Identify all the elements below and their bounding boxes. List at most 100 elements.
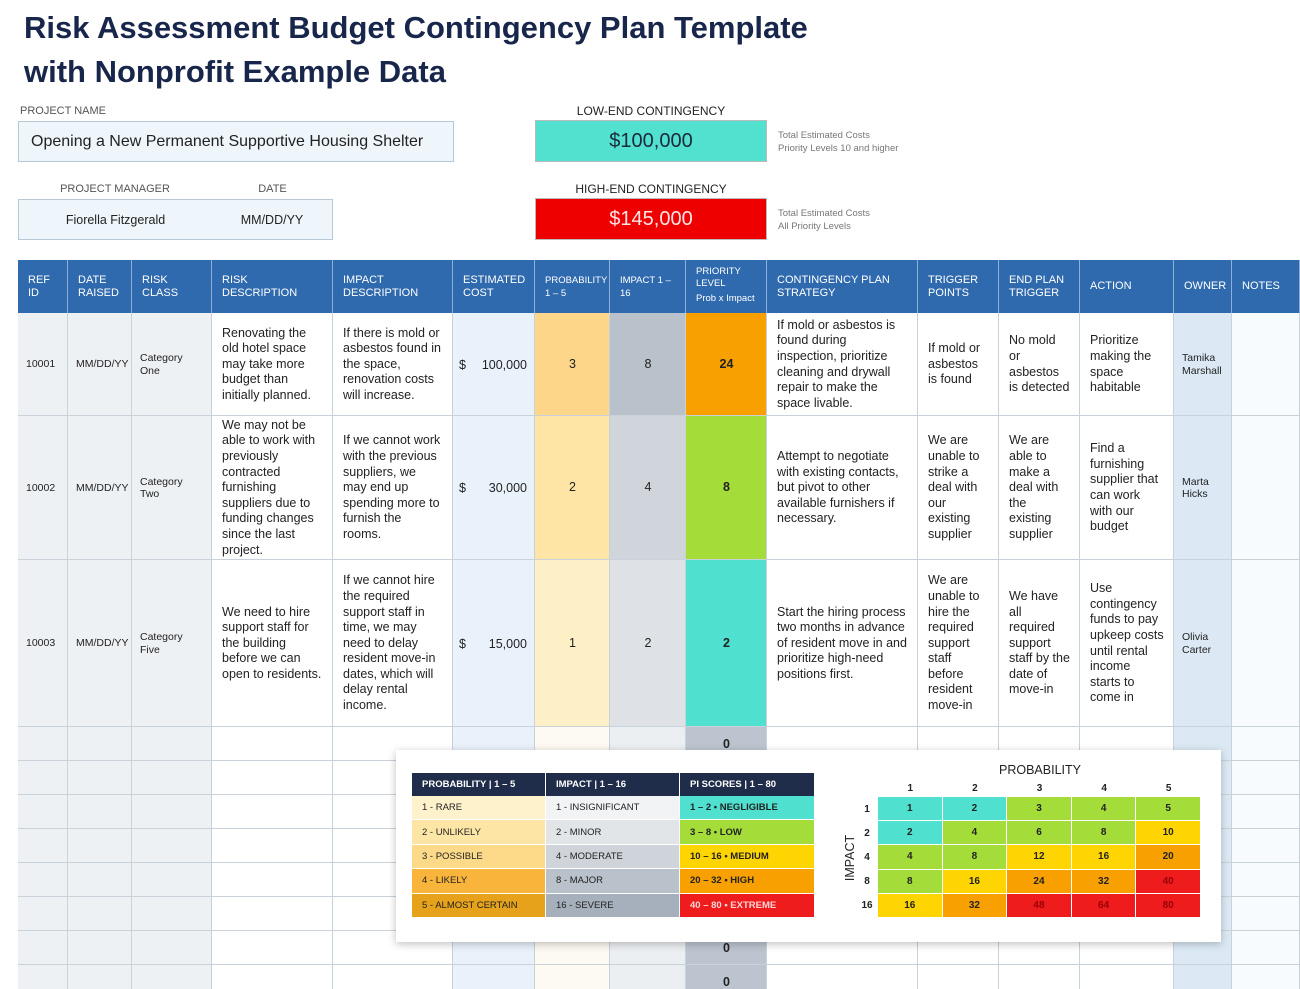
blank-cell [18, 931, 68, 965]
cell [1080, 416, 1174, 560]
blank-cell [453, 965, 535, 989]
matrix-cell: 24 [1007, 869, 1072, 894]
matrix-cell: 3 [1007, 797, 1072, 822]
header-text: PROBABILITY 1 – 5 [545, 274, 608, 299]
blank-cell [18, 863, 68, 897]
matrix-cell: 4 [878, 845, 943, 870]
cell [767, 313, 918, 416]
matrix-column-label: 3 [1036, 782, 1043, 794]
cost: 100,000 [481, 357, 527, 372]
action: Find a furnishing supplier that can work… [1090, 441, 1159, 534]
cell [610, 560, 686, 727]
header-text: PRIORITY LEVEL [696, 266, 741, 289]
cell [1232, 560, 1300, 727]
cell [333, 560, 453, 727]
blank-cell [68, 863, 132, 897]
header-text: IMPACT 1 – 16 [620, 274, 671, 299]
matrix-cell: 12 [1007, 845, 1072, 870]
matrix-cell: 6 [1007, 821, 1072, 846]
cell [686, 560, 767, 727]
cell [1174, 560, 1232, 727]
matrix-cell: 16 [942, 869, 1008, 894]
blank-cell [1080, 965, 1174, 989]
ref: 10002 [26, 481, 56, 494]
header-subtext: Prob x Impact [696, 292, 755, 304]
blank-cell [767, 965, 918, 989]
project-name: Opening a New Permanent Supportive Housi… [18, 121, 454, 162]
probability: 1 [569, 635, 576, 650]
matrix-title: PROBABILITY [999, 763, 1081, 777]
matrix-cell: 32 [942, 893, 1008, 918]
header-text: TRIGGER POINTS [928, 273, 979, 299]
blank-cell [1232, 965, 1300, 989]
cell [1232, 416, 1300, 560]
matrix-cell: 2 [878, 821, 943, 846]
manager: Fiorella Fitzgerald [18, 199, 213, 240]
cell [999, 313, 1080, 416]
header-cell [212, 260, 333, 313]
cell [68, 416, 132, 560]
blank-cell [1232, 863, 1300, 897]
cell [18, 416, 68, 560]
blank-cell [68, 727, 132, 761]
legend-cell: 40 – 80 • EXTREME [680, 893, 815, 918]
matrix-row-label: 4 [864, 851, 870, 863]
legend-cell: 1 - RARE [412, 796, 546, 821]
blank-cell [999, 965, 1080, 989]
cell [1080, 560, 1174, 727]
blank-cell [1174, 965, 1232, 989]
priority: 0 [723, 975, 730, 989]
blank-cell [535, 965, 610, 989]
cell [535, 416, 610, 560]
blank-cell [132, 863, 212, 897]
blank-cell [132, 761, 212, 795]
blank-cell [132, 795, 212, 829]
legend-cell: 4 - LIKELY [412, 869, 546, 894]
probability: 2 [569, 480, 576, 495]
matrix-cell: 48 [1007, 893, 1072, 918]
blank-cell [132, 727, 212, 761]
blank-cell [333, 965, 453, 989]
legend-header: PROBABILITY | 1 – 5 [412, 773, 546, 796]
matrix-row-label: 1 [864, 803, 870, 815]
cell [132, 313, 212, 416]
blank-cell [1232, 727, 1300, 761]
title-line: Risk Assessment Budget Contingency Plan … [24, 10, 808, 45]
header-cell [453, 260, 535, 313]
legend-cell: 20 – 32 • HIGH [680, 869, 815, 894]
owner: Olivia Carter [1182, 631, 1212, 656]
header-text: ESTIMATED COST [463, 273, 526, 299]
cell [453, 416, 535, 560]
impact-description: If we cannot hire the required support s… [343, 573, 436, 713]
matrix-cell: 8 [878, 869, 943, 894]
header-cell [132, 260, 212, 313]
blank-cell [18, 761, 68, 795]
header-text: RISK DESCRIPTION [222, 273, 298, 299]
priority: 0 [723, 737, 730, 751]
currency: $ [459, 636, 466, 651]
header-text: ACTION [1090, 280, 1132, 292]
blank-cell [18, 795, 68, 829]
label: PROJECT NAME [20, 105, 106, 117]
date-raised: MM/DD/YY [76, 358, 129, 371]
trigger: We are unable to hire the required suppo… [928, 573, 980, 713]
matrix-cell: 8 [1071, 821, 1137, 846]
header-text: NOTES [1242, 280, 1280, 292]
cell [1080, 313, 1174, 416]
legend-cell: 8 - MAJOR [546, 869, 680, 894]
blank-cell [610, 965, 686, 989]
blank-cell [132, 829, 212, 863]
cell [18, 313, 68, 416]
blank-cell [132, 965, 212, 989]
matrix-column-label: 5 [1165, 782, 1172, 794]
header-text: END PLAN TRIGGER [1009, 273, 1065, 299]
risk-description: Renovating the old hotel space may take … [222, 325, 311, 402]
strategy: Attempt to negotiate with existing conta… [777, 449, 899, 526]
contingency-note: All Priority Levels [778, 221, 851, 232]
strategy: If mold or asbestos is found during insp… [777, 317, 896, 410]
matrix-row-label: 2 [864, 827, 870, 839]
blank-cell [1232, 795, 1300, 829]
blank-cell [18, 897, 68, 931]
matrix-row-label: 8 [864, 876, 870, 888]
legend-cell: 1 – 2 • NEGLIGIBLE [680, 796, 815, 821]
